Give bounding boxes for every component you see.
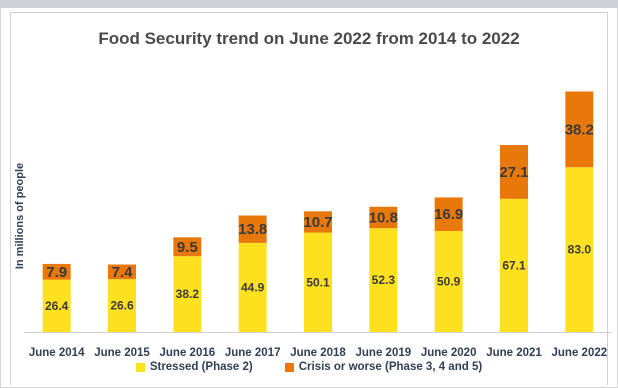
- legend-label-crisis: Crisis or worse (Phase 3, 4 and 5): [298, 361, 483, 373]
- data-label-crisis: 9.5: [177, 239, 198, 256]
- data-label-stressed: 26.4: [45, 299, 69, 313]
- chart-title: Food Security trend on June 2022 from 20…: [98, 29, 520, 48]
- bar-crisis: [565, 91, 594, 168]
- bar-stressed: [500, 198, 528, 332]
- x-tick-label: June 2014: [29, 347, 85, 359]
- legend-item-crisis: Crisis or worse (Phase 3, 4 and 5): [284, 361, 483, 373]
- legend-label-stressed: Stressed (Phase 2): [149, 361, 253, 373]
- data-label-stressed: 83.0: [568, 243, 592, 257]
- x-tick-label: June 2020: [421, 347, 477, 359]
- bar-crisis: [108, 264, 136, 280]
- bar-crisis: [173, 237, 202, 257]
- legend-swatch-stressed: [135, 362, 145, 372]
- data-label-stressed: 44.9: [241, 280, 265, 294]
- top-bar: [0, 0, 618, 8]
- legend-swatch-crisis: [284, 362, 294, 372]
- bar-crisis: [238, 215, 267, 243]
- data-label-crisis: 7.9: [46, 264, 67, 281]
- bar-stressed: [42, 279, 71, 332]
- bar-crisis: [500, 145, 528, 199]
- bar-stressed: [434, 230, 463, 332]
- x-tick-label: June 2017: [225, 347, 281, 359]
- bar-stressed: [369, 228, 398, 332]
- data-label-crisis: 13.8: [238, 221, 267, 238]
- data-label-crisis: 27.1: [499, 164, 528, 181]
- bar-stressed: [304, 232, 332, 332]
- data-label-stressed: 38.2: [176, 287, 200, 301]
- data-label-stressed: 26.6: [110, 299, 134, 313]
- x-tick-label: June 2021: [486, 347, 542, 359]
- bar-crisis: [42, 263, 71, 280]
- bar-crisis: [369, 206, 398, 229]
- bar-stressed: [565, 167, 594, 332]
- data-label-crisis: 7.4: [112, 264, 134, 281]
- x-tick-label: June 2018: [290, 347, 346, 359]
- data-label-stressed: 50.9: [437, 274, 461, 288]
- x-tick-label: June 2019: [356, 347, 412, 359]
- legend-item-stressed: Stressed (Phase 2): [135, 361, 253, 373]
- data-label-crisis: 16.9: [434, 206, 463, 223]
- y-axis-label: In millions of people: [14, 163, 26, 269]
- bar-crisis: [304, 211, 332, 233]
- data-label-crisis: 10.7: [303, 214, 332, 231]
- bar-stressed: [108, 279, 136, 332]
- data-label-stressed: 67.1: [502, 258, 526, 272]
- data-label-stressed: 52.3: [372, 273, 396, 287]
- data-label-crisis: 10.8: [369, 209, 398, 226]
- data-label-stressed: 50.1: [306, 275, 330, 289]
- bar-stressed: [238, 242, 267, 332]
- bar-crisis: [434, 197, 463, 231]
- bar-stressed: [173, 256, 202, 332]
- legend: Stressed (Phase 2) Crisis or worse (Phas…: [0, 361, 618, 373]
- x-tick-label: June 2016: [160, 347, 216, 359]
- data-label-crisis: 38.2: [565, 121, 594, 138]
- x-tick-label: June 2022: [552, 347, 608, 359]
- x-tick-label: June 2015: [94, 347, 150, 359]
